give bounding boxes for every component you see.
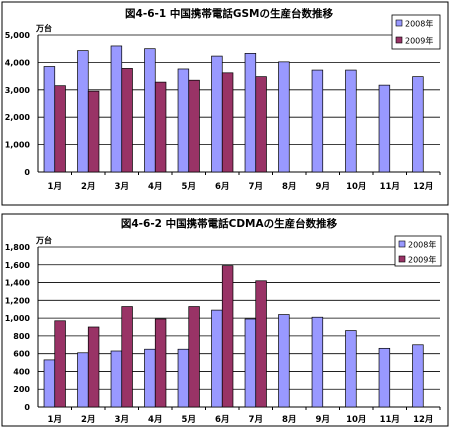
bar-2008-6 [211, 55, 223, 173]
y-tick-label: 600 [13, 350, 30, 359]
unit-label: 万台 [35, 235, 52, 245]
bar-2008-3 [110, 45, 123, 173]
bar-2008-5 [177, 68, 190, 173]
bar-2008-9 [311, 69, 324, 173]
bar-2008-10 [345, 69, 357, 173]
bar-2009-4 [154, 318, 167, 408]
y-tick-label: 0 [24, 168, 30, 177]
x-tick-label: 3月 [115, 182, 129, 192]
bar-2009-1 [54, 320, 66, 408]
x-tick-label: 10月 [346, 415, 366, 425]
x-tick-label: 12月 [413, 415, 433, 425]
bar-2009-6 [221, 265, 234, 408]
x-tick-label: 1月 [48, 415, 62, 425]
chart-cdma: 図4-6-2 中国携帯電話CDMAの生産台数推移万台 0 200 400 600 800 1… [0, 212, 450, 433]
legend-label: 2009年 [408, 255, 436, 265]
y-tick-label: 1,000 [5, 141, 31, 150]
y-tick-label: 1,000 [5, 314, 31, 323]
x-tick-label: 9月 [316, 182, 330, 192]
bar-2009-5 [188, 79, 200, 173]
legend-swatch [395, 19, 403, 27]
bar-2008-1 [43, 359, 56, 408]
bar-2009-4 [154, 81, 167, 173]
x-tick-label: 4月 [148, 415, 162, 425]
legend-label: 2008年 [405, 19, 433, 29]
bar-2009-6 [221, 72, 234, 173]
bar-2008-8 [278, 61, 290, 173]
x-tick-label: 10月 [346, 182, 366, 192]
y-tick-label: 1,400 [5, 279, 31, 288]
x-tick-label: 8月 [282, 415, 296, 425]
bar-2008-8 [278, 314, 290, 408]
legend-swatch [395, 36, 403, 44]
bar-2009-7 [255, 280, 267, 408]
y-tick-label: 5,000 [5, 31, 31, 40]
x-tick-label: 1月 [48, 182, 62, 192]
bar-2008-3 [110, 350, 123, 408]
legend: 2008年 2009年 [391, 14, 441, 50]
unit-label: 万台 [35, 23, 52, 33]
x-tick-label: 2月 [81, 182, 95, 192]
bar-2008-9 [311, 316, 324, 408]
x-tick-label: 7月 [249, 415, 263, 425]
x-tick-label: 6月 [215, 415, 229, 425]
y-tick-label: 1,200 [5, 296, 31, 305]
x-tick-label: 6月 [215, 182, 229, 192]
bar-2008-7 [244, 318, 257, 408]
bar-2009-5 [188, 306, 200, 408]
bar-2009-2 [87, 326, 100, 408]
y-tick-label: 1,600 [5, 261, 31, 270]
y-tick-label: 4,000 [5, 58, 31, 67]
x-tick-label: 12月 [413, 182, 433, 192]
y-tick-label: 3,000 [5, 86, 31, 95]
legend-swatch [398, 255, 406, 263]
bar-2008-4 [144, 48, 156, 173]
bar-2008-2 [77, 50, 89, 173]
bar-2008-11 [378, 347, 391, 408]
x-tick-label: 7月 [249, 182, 263, 192]
x-tick-label: 4月 [148, 182, 162, 192]
x-tick-label: 5月 [182, 182, 196, 192]
y-tick-label: 400 [13, 367, 30, 376]
x-tick-label: 2月 [81, 415, 95, 425]
x-tick-label: 8月 [282, 182, 296, 192]
bar-2009-3 [121, 306, 133, 408]
legend: 2008年 2009年 [394, 235, 442, 267]
bar-2008-10 [345, 330, 357, 408]
x-tick-label: 3月 [115, 415, 129, 425]
bar-2009-1 [54, 85, 66, 173]
bar-2008-11 [378, 84, 391, 173]
bar-2008-12 [412, 76, 424, 173]
bar-2008-6 [211, 309, 223, 408]
chart-title: 図4-6-1 中国携帯電話GSMの生産台数推移 [125, 7, 333, 20]
y-tick-label: 1,800 [5, 243, 31, 252]
bar-2009-3 [121, 68, 133, 173]
bar-2009-7 [255, 76, 267, 173]
x-tick-label: 11月 [380, 415, 400, 425]
chart-title: 図4-6-2 中国携帯電話CDMAの生産台数推移 [121, 217, 338, 230]
bar-2008-2 [77, 352, 89, 408]
y-tick-label: 2,000 [5, 113, 31, 122]
chart-gsm: 図4-6-1 中国携帯電話GSMの生産台数推移万台 0 1,000 2,000 3,00… [0, 0, 450, 212]
bar-2008-12 [412, 344, 424, 408]
legend-label: 2008年 [408, 240, 436, 250]
bar-2009-2 [87, 90, 100, 173]
y-tick-label: 200 [13, 385, 30, 394]
bar-2008-5 [177, 348, 190, 408]
y-tick-label: 0 [24, 403, 30, 412]
x-tick-label: 9月 [316, 415, 330, 425]
x-tick-label: 11月 [380, 182, 400, 192]
bar-2008-1 [43, 66, 56, 173]
x-tick-label: 5月 [182, 415, 196, 425]
bar-2008-7 [244, 53, 257, 173]
bar-2008-4 [144, 348, 156, 408]
legend-label: 2009年 [405, 36, 433, 46]
legend-swatch [398, 240, 406, 248]
y-tick-label: 800 [13, 332, 30, 341]
